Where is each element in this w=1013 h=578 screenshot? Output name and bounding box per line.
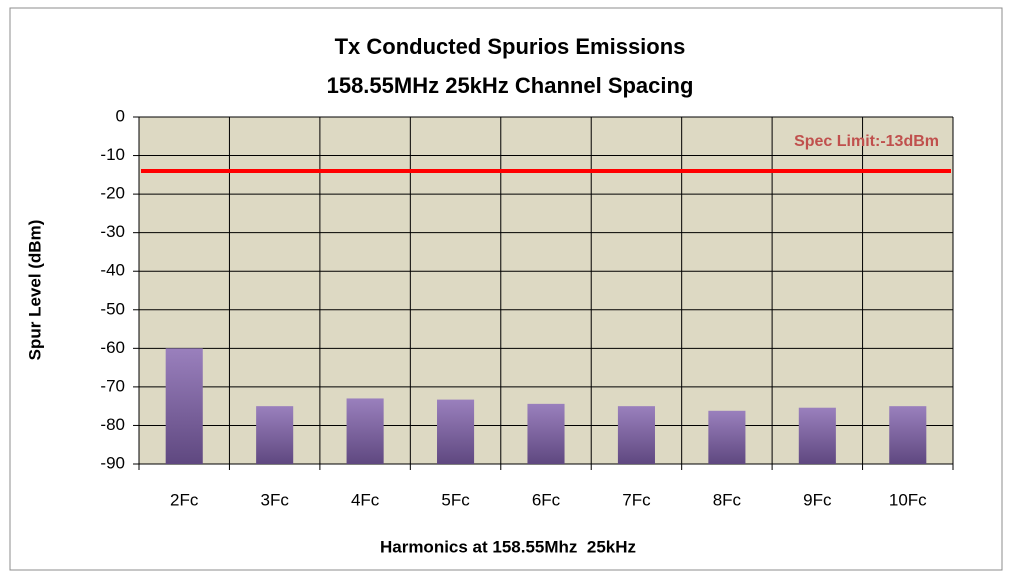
y-tick-label: -30 [100,222,125,241]
x-tick-label: 9Fc [803,490,832,509]
y-axis-label: Spur Level (dBm) [25,220,44,361]
x-tick-label: 7Fc [622,490,651,509]
y-tick-label: -90 [100,453,125,472]
y-tick-label: 0 [116,106,125,125]
bar [708,410,746,464]
bar [889,406,927,464]
x-tick-label: 2Fc [170,490,199,509]
x-tick-label: 8Fc [713,490,742,509]
bar [346,398,384,464]
bar [437,399,475,464]
x-axis-label: Harmonics at 158.55Mhz 25kHz [380,537,636,556]
chart-subtitle: 158.55MHz 25kHz Channel Spacing [327,73,694,98]
x-tick-label: 6Fc [532,490,561,509]
bar [165,348,203,464]
y-tick-label: -60 [100,338,125,357]
y-tick-label: -50 [100,299,125,318]
bar [617,406,655,464]
x-tick-label: 5Fc [441,490,470,509]
x-tick-label: 10Fc [889,490,927,509]
y-tick-label: -80 [100,415,125,434]
y-tick-label: -40 [100,261,125,280]
bar [798,407,836,464]
y-tick-label: -10 [100,145,125,164]
x-tick-label: 4Fc [351,490,380,509]
spec-limit-label: Spec Limit:-13dBm [794,133,939,150]
y-tick-label: -70 [100,376,125,395]
y-tick-label: -20 [100,184,125,203]
bar [527,403,565,464]
chart-title: Tx Conducted Spurios Emissions [335,34,686,59]
bar [256,406,294,464]
x-tick-label: 3Fc [260,490,289,509]
